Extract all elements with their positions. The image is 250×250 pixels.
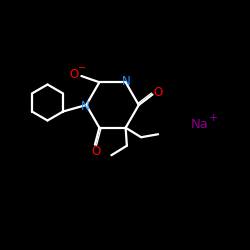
Text: O: O bbox=[70, 68, 79, 81]
Text: −: − bbox=[78, 63, 86, 73]
Text: O: O bbox=[153, 86, 162, 98]
Text: +: + bbox=[209, 113, 218, 123]
Text: Na: Na bbox=[191, 118, 209, 132]
Text: N: N bbox=[82, 100, 90, 114]
Text: N: N bbox=[122, 75, 130, 88]
Text: O: O bbox=[92, 145, 101, 158]
